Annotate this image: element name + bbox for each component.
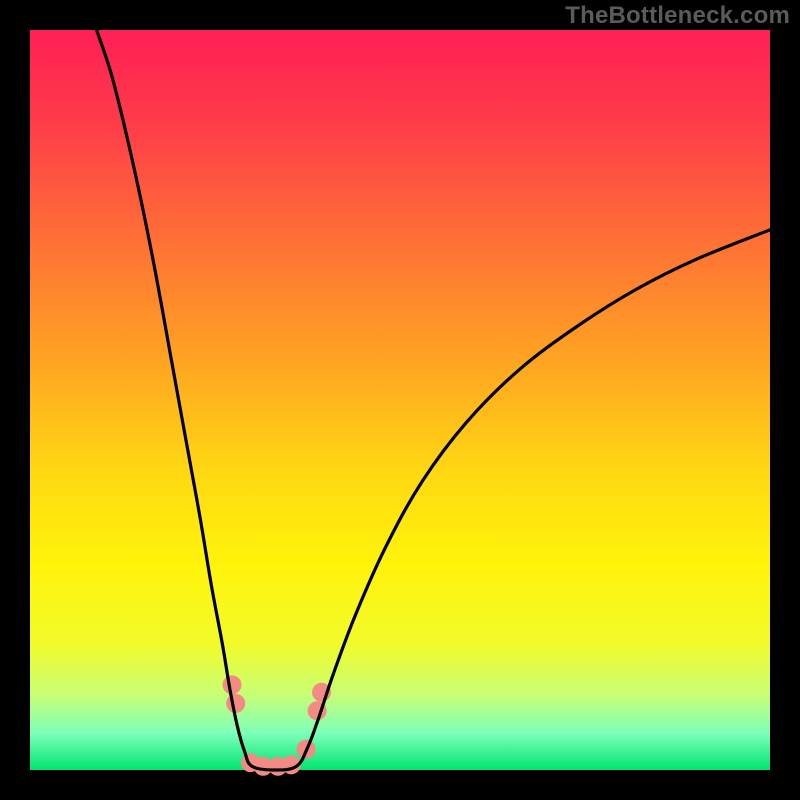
curve-marker (227, 694, 245, 712)
chart-stage: TheBottleneck.com (0, 0, 800, 800)
bottleneck-chart (0, 0, 800, 800)
plot-background (30, 30, 770, 770)
curve-marker (223, 676, 241, 694)
watermark-text: TheBottleneck.com (565, 2, 790, 30)
